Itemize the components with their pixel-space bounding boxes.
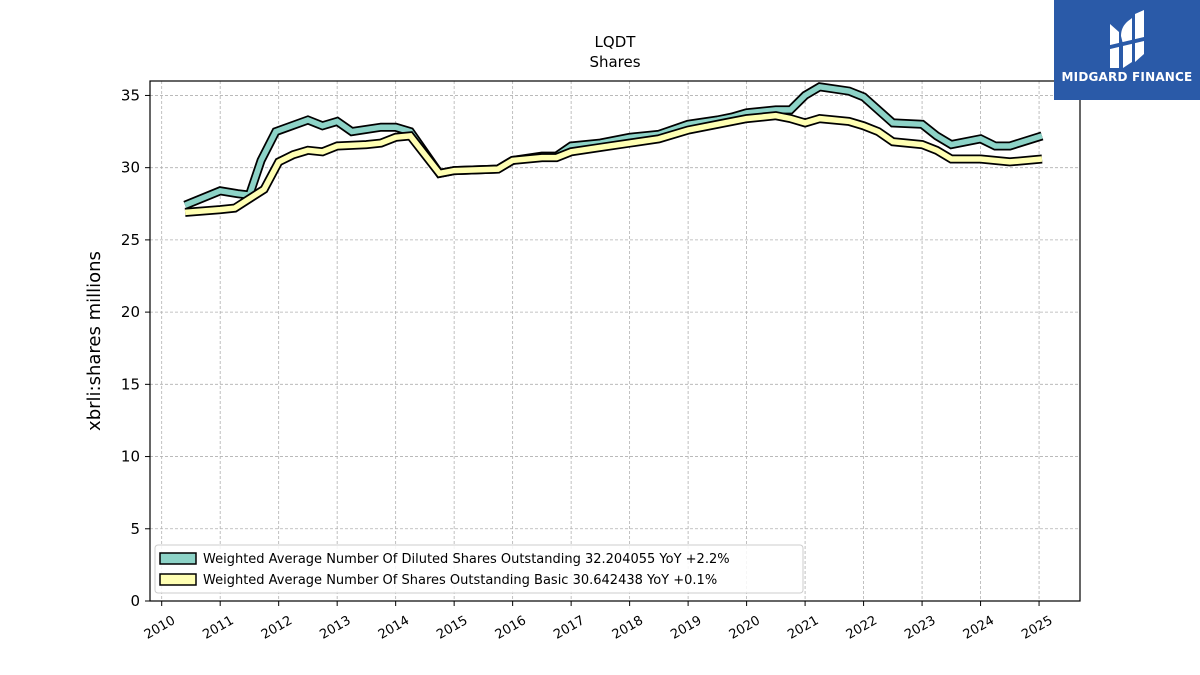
x-tick-label: 2024 xyxy=(961,613,997,643)
legend-box xyxy=(154,544,804,594)
y-tick-label: 35 xyxy=(121,86,140,104)
x-tick-label: 2019 xyxy=(668,613,704,643)
y-tick-label: 20 xyxy=(121,303,140,321)
legend-label: Weighted Average Number Of Shares Outsta… xyxy=(203,573,717,588)
legend-swatch xyxy=(159,552,197,565)
x-tick-label: 2012 xyxy=(259,613,295,643)
x-tick-label: 2020 xyxy=(727,613,763,643)
x-tick-label: 2025 xyxy=(1019,613,1055,643)
y-axis: 0 5 10 15 20 25 30 35 xyxy=(121,86,150,610)
y-tick-label: 0 xyxy=(130,592,140,610)
series-1-line xyxy=(184,83,1043,208)
x-tick-label: 2021 xyxy=(785,613,821,643)
x-tick-label: 2014 xyxy=(376,613,412,643)
brand-name: MIDGARD FINANCE xyxy=(1061,70,1193,84)
x-tick-label: 2015 xyxy=(434,613,470,643)
legend: Weighted Average Number Of Diluted Share… xyxy=(154,544,804,594)
x-tick-label: 2023 xyxy=(902,613,938,643)
series-2-line xyxy=(184,112,1043,216)
midgard-logo-icon xyxy=(1106,10,1148,68)
chart-subtitle: Shares xyxy=(589,53,640,71)
y-tick-label: 10 xyxy=(121,448,140,466)
chart-title: LQDT xyxy=(595,33,637,51)
x-tick-label: 2010 xyxy=(142,613,178,643)
legend-label: Weighted Average Number Of Diluted Share… xyxy=(203,552,730,567)
series-2-outline xyxy=(184,111,1043,217)
y-tick-label: 5 xyxy=(130,520,140,538)
x-axis: 2010 2011 2012 2013 2014 2015 2016 2017 2018 2019… xyxy=(142,601,1055,643)
series-layer xyxy=(183,82,1044,217)
plot-frame xyxy=(149,80,1081,602)
y-tick-label: 25 xyxy=(121,231,140,249)
x-tick-label: 2013 xyxy=(317,613,353,643)
x-tick-label: 2022 xyxy=(844,613,880,643)
y-tick-label: 30 xyxy=(121,159,140,177)
y-tick-label: 15 xyxy=(121,375,140,393)
brand-logo: MIDGARD FINANCE xyxy=(1054,0,1200,100)
x-tick-label: 2018 xyxy=(610,613,646,643)
legend-swatch xyxy=(159,573,197,586)
x-tick-label: 2017 xyxy=(551,613,587,643)
x-tick-label: 2016 xyxy=(493,613,529,643)
x-tick-label: 2011 xyxy=(200,613,236,643)
y-axis-label: xbrli:shares millions xyxy=(84,251,105,431)
